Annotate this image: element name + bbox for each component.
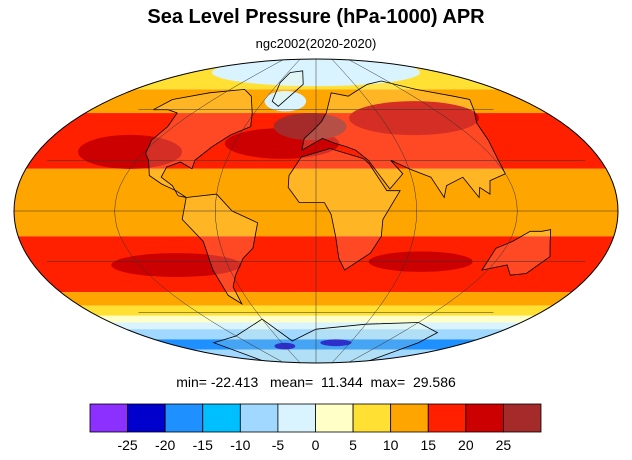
colorbar-swatch <box>277 403 316 433</box>
australia-land <box>481 229 551 276</box>
stats-line: min= -22.413 mean= 11.344 max= 29.586 <box>0 374 632 390</box>
colorbar-tick-label: 20 <box>458 437 474 453</box>
colorbar-swatch <box>127 403 166 433</box>
meridian-line <box>331 59 417 363</box>
colorbar-swatch <box>352 403 392 433</box>
map-subtitle: ngc2002(2020-2020) <box>255 36 377 51</box>
colorbar-swatch <box>89 403 128 433</box>
colorbar-tick-label: -25 <box>117 437 137 453</box>
min-label: min= <box>176 374 207 390</box>
pressure-cell <box>264 91 307 112</box>
pressure-cell <box>273 112 347 141</box>
coastlines <box>145 70 552 363</box>
colorbar-tick-label: 10 <box>383 437 399 453</box>
meridian-line <box>215 59 301 363</box>
north-america-coastline <box>145 88 253 198</box>
north-america-land <box>145 89 253 198</box>
colorbar-swatch <box>465 403 504 433</box>
eurasia-coastline <box>301 80 506 199</box>
greenland-coastline <box>271 70 304 107</box>
colorbar-tick-label: -15 <box>193 437 213 453</box>
antarctica-land <box>213 319 438 363</box>
colorbar-swatch <box>164 403 204 433</box>
meridian-line <box>347 59 518 363</box>
colorbar-swatch <box>427 403 467 433</box>
greenland-land <box>272 70 304 107</box>
colorbar-tick-label: 0 <box>312 437 320 453</box>
colorbar-swatch <box>390 403 429 433</box>
south-america-land <box>182 194 258 304</box>
colorbar-tick-label: -5 <box>272 437 285 453</box>
min-value: -22.413 <box>210 374 259 390</box>
colorbar-tick-label: -10 <box>230 437 250 453</box>
globe-outline <box>13 58 619 364</box>
meridian-line <box>114 59 285 363</box>
colorbar-swatch <box>239 403 279 433</box>
graticule <box>14 59 618 363</box>
africa-coastline <box>287 148 401 271</box>
colorbar-swatch <box>202 403 241 433</box>
south-america-coastline <box>181 193 259 306</box>
colorbar-tick-label: 15 <box>420 437 436 453</box>
mean-value: 11.344 <box>320 374 363 390</box>
map-title: Sea Level Pressure (hPa-1000) APR <box>147 6 485 28</box>
eurasia-land <box>301 81 506 198</box>
colorbar-swatch <box>315 403 354 433</box>
max-value: 29.586 <box>412 374 456 390</box>
australia-coastline <box>481 229 552 276</box>
colorbar-tick-label: 5 <box>349 437 357 453</box>
colorbar-swatch <box>503 403 542 433</box>
antarctica-coastline <box>212 318 439 363</box>
colorbar-tick-label: -20 <box>155 437 175 453</box>
mean-label: mean= <box>270 374 314 390</box>
pressure-field <box>14 59 618 363</box>
pressure-cell <box>320 339 352 347</box>
colorbar-tick-label: 25 <box>496 437 512 453</box>
max-label: max= <box>370 374 406 390</box>
